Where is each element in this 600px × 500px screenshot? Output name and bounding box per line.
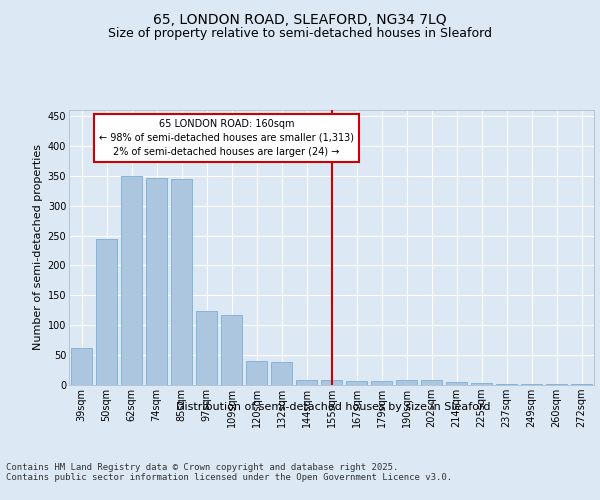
Bar (296, 380, 317, 385)
Bar (146, 178, 167, 385)
Bar (196, 311, 217, 385)
Bar (471, 383, 492, 385)
Bar (271, 362, 292, 385)
Bar (546, 384, 567, 385)
Bar (571, 384, 592, 385)
Bar (121, 176, 142, 385)
Bar (96, 238, 117, 385)
Text: Size of property relative to semi-detached houses in Sleaford: Size of property relative to semi-detach… (108, 28, 492, 40)
Bar (246, 361, 267, 385)
Bar (171, 179, 192, 385)
Y-axis label: Number of semi-detached properties: Number of semi-detached properties (34, 144, 43, 350)
Text: 65 LONDON ROAD: 160sqm
← 98% of semi-detached houses are smaller (1,313)
2% of s: 65 LONDON ROAD: 160sqm ← 98% of semi-det… (99, 119, 354, 157)
Bar (321, 380, 342, 385)
Text: Distribution of semi-detached houses by size in Sleaford: Distribution of semi-detached houses by … (176, 402, 490, 412)
Bar (421, 380, 442, 385)
Bar (71, 348, 92, 385)
Bar (521, 384, 542, 385)
Bar (221, 315, 242, 385)
Bar (496, 384, 517, 385)
Bar (371, 381, 392, 385)
Bar (346, 382, 367, 385)
Text: Contains HM Land Registry data © Crown copyright and database right 2025.
Contai: Contains HM Land Registry data © Crown c… (6, 462, 452, 482)
Bar (396, 380, 417, 385)
Text: 65, LONDON ROAD, SLEAFORD, NG34 7LQ: 65, LONDON ROAD, SLEAFORD, NG34 7LQ (153, 12, 447, 26)
Bar (446, 382, 467, 385)
